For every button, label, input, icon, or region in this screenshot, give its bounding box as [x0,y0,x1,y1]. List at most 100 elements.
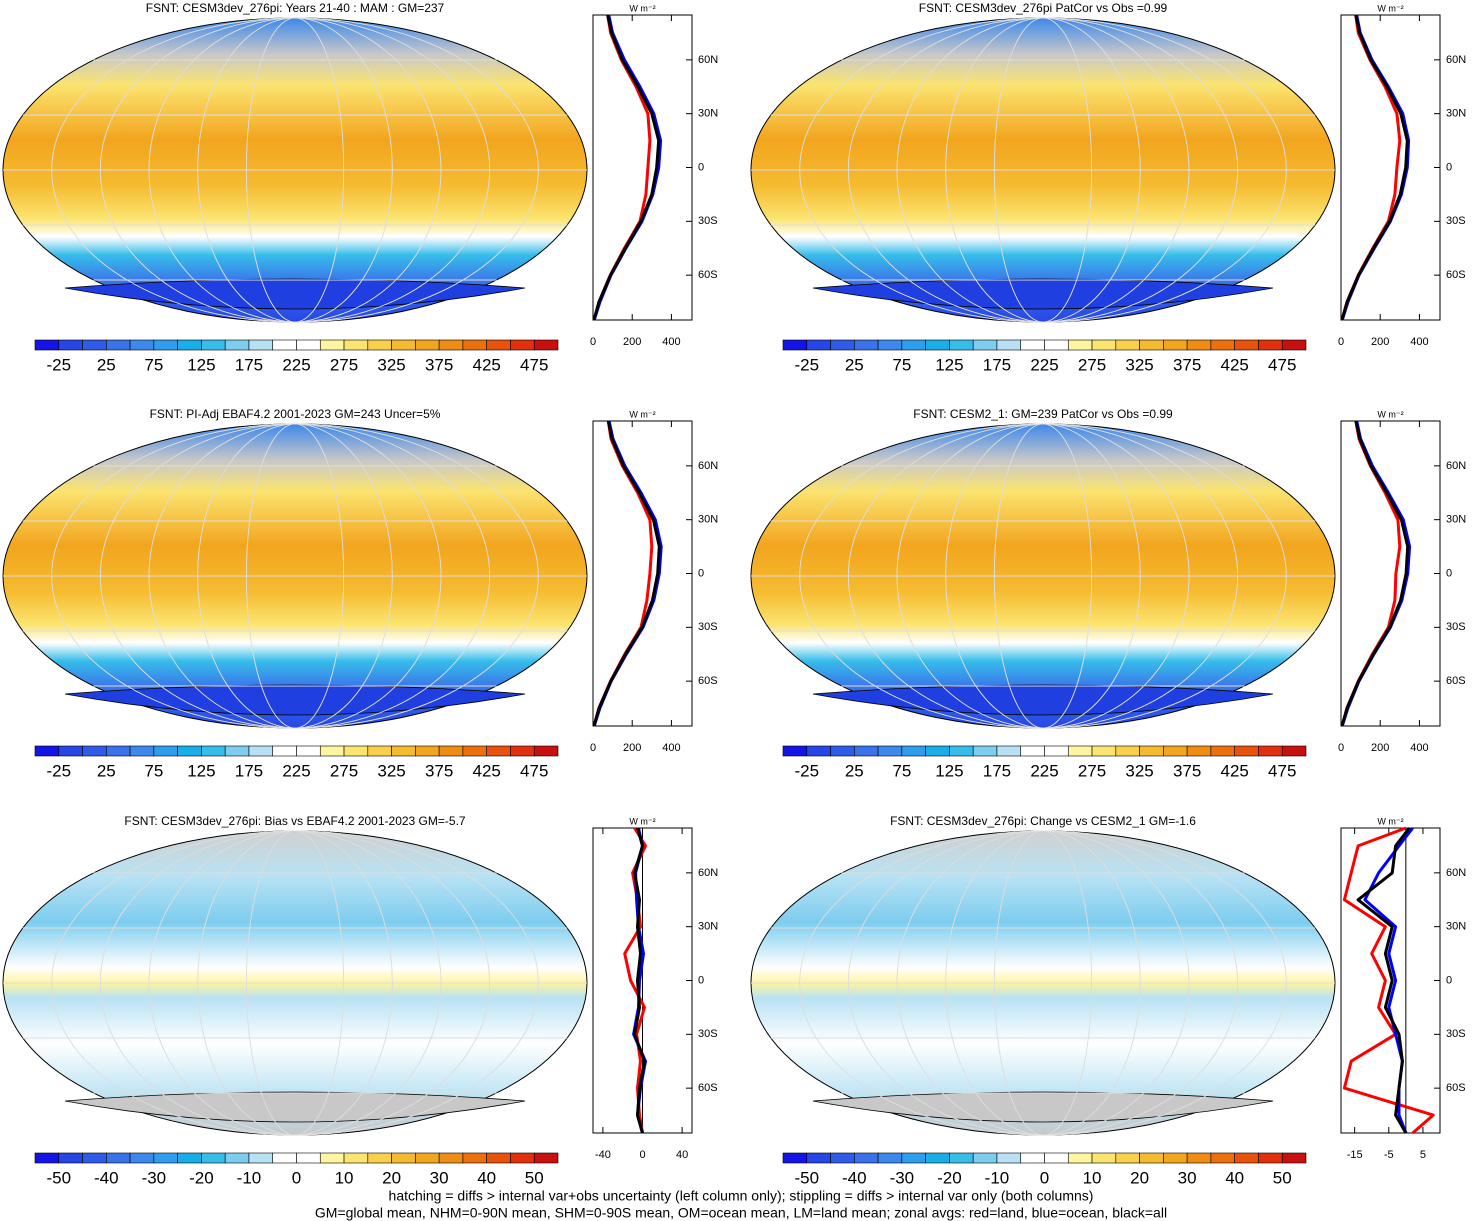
colorbar-label: 275 [1078,355,1106,374]
colorbar-box [1281,745,1307,757]
colorbar-box [224,339,250,351]
colorbar-box [415,339,440,351]
y-tick-label: 60N [1446,867,1466,879]
colorbar-label: 375 [425,761,453,780]
x-tick-label: 0 [1338,742,1344,754]
colorbar-box [854,339,879,351]
colorbar-box [925,339,950,351]
panel-title: FSNT: CESM3dev_276pi: Years 21-40 : MAM … [146,1,445,15]
colorbar-box [533,1152,559,1164]
colorbar-label: 25 [97,761,116,780]
colorbar-label: -40 [842,1168,867,1187]
zonal-mean-line [633,827,646,1134]
colorbar-box [533,339,559,351]
y-tick-label: 60S [1446,269,1466,281]
colorbar-box [854,1152,879,1164]
y-tick-label: 30S [1446,621,1466,633]
colorbar-label: -30 [142,1168,167,1187]
x-tick-label: 0 [590,742,596,754]
colorbar-box [343,339,369,351]
colorbar-box [296,339,321,351]
colorbar-label: 0 [292,1168,301,1187]
colorbar-box [1186,745,1212,757]
colorbar-box [1281,339,1307,351]
y-tick-label: 60N [698,54,718,66]
colorbar-box [1210,339,1235,351]
y-tick-label: 60S [698,675,718,687]
colorbar-box [806,339,831,351]
y-tick-label: 60N [1446,54,1466,66]
y-tick-label: 30N [1446,514,1466,526]
colorbar-box [367,745,392,757]
colorbar-box [1139,339,1164,351]
footer-line: hatching = diffs > internal var+obs unce… [389,1188,1094,1204]
colorbar-box [129,1152,155,1164]
x-tick-label: 0 [639,1149,645,1161]
zonal-mean-line [1340,420,1410,727]
graticule [799,423,1287,729]
y-tick-label: 30S [698,621,718,633]
colorbar-box [82,1152,107,1164]
colorbar-label: -25 [794,761,819,780]
colorbar-box [34,339,60,351]
y-tick-label: 60S [698,1082,718,1094]
colorbar-label: 375 [425,355,453,374]
x-axis-unit: W m⁻² [629,409,655,419]
colorbar-box [272,745,297,757]
colorbar-label: 225 [282,355,310,374]
colorbar-label: 325 [377,761,405,780]
x-axis-unit: W m⁻² [1377,409,1403,419]
zonal-mean-line [592,14,661,321]
colorbar-box [510,339,535,351]
colorbar-label: 425 [1220,761,1248,780]
zonal-mean-line [592,420,661,727]
x-axis-unit: W m⁻² [1377,816,1403,826]
colorbar-box [1091,1152,1117,1164]
x-tick-label: 0 [590,336,596,348]
colorbar-box [1139,1152,1164,1164]
colorbar-box [248,1152,274,1164]
colorbar-box [58,745,83,757]
colorbar-box [1115,745,1140,757]
colorbar-box [224,1152,250,1164]
colorbar-box [510,1152,535,1164]
colorbar-box [319,339,345,351]
colorbar-label: 375 [1173,355,1201,374]
zonal-mean-line [1340,420,1412,727]
colorbar-box [1067,1152,1093,1164]
colorbar-label: 30 [1178,1168,1197,1187]
colorbar-label: 25 [97,355,116,374]
colorbar-box [201,339,226,351]
colorbar-box [949,339,974,351]
colorbar-box [1020,1152,1045,1164]
y-tick-label: 30S [698,215,718,227]
colorbar-box [854,745,879,757]
colorbar-box [415,1152,440,1164]
x-tick-label: 40 [676,1149,688,1161]
colorbar-box [296,745,321,757]
graticule [51,423,539,729]
colorbar-label: -40 [94,1168,119,1187]
x-tick-label: 400 [1410,742,1428,754]
colorbar-box [367,1152,392,1164]
x-axis-unit: W m⁻² [629,3,655,13]
y-tick-label: 30N [698,921,718,933]
colorbar-box [1044,745,1069,757]
x-tick-label: 400 [662,742,680,754]
colorbar-box [486,745,511,757]
colorbar-label: 75 [144,761,163,780]
colorbar-box [1115,339,1140,351]
x-tick-label: 5 [1420,1149,1426,1161]
x-tick-label: -15 [1347,1149,1363,1161]
zonal-mean-line [623,827,647,1134]
colorbar-box [462,745,487,757]
colorbar-box [972,1152,998,1164]
colorbar-box [996,745,1022,757]
x-tick-label: 200 [1371,742,1389,754]
plot-frame [1340,420,1441,727]
colorbar-label: 225 [282,761,310,780]
colorbar-box [1139,745,1164,757]
antarctica [812,278,1274,310]
colorbar-label: 0 [1040,1168,1049,1187]
y-tick-label: 0 [1446,567,1452,579]
